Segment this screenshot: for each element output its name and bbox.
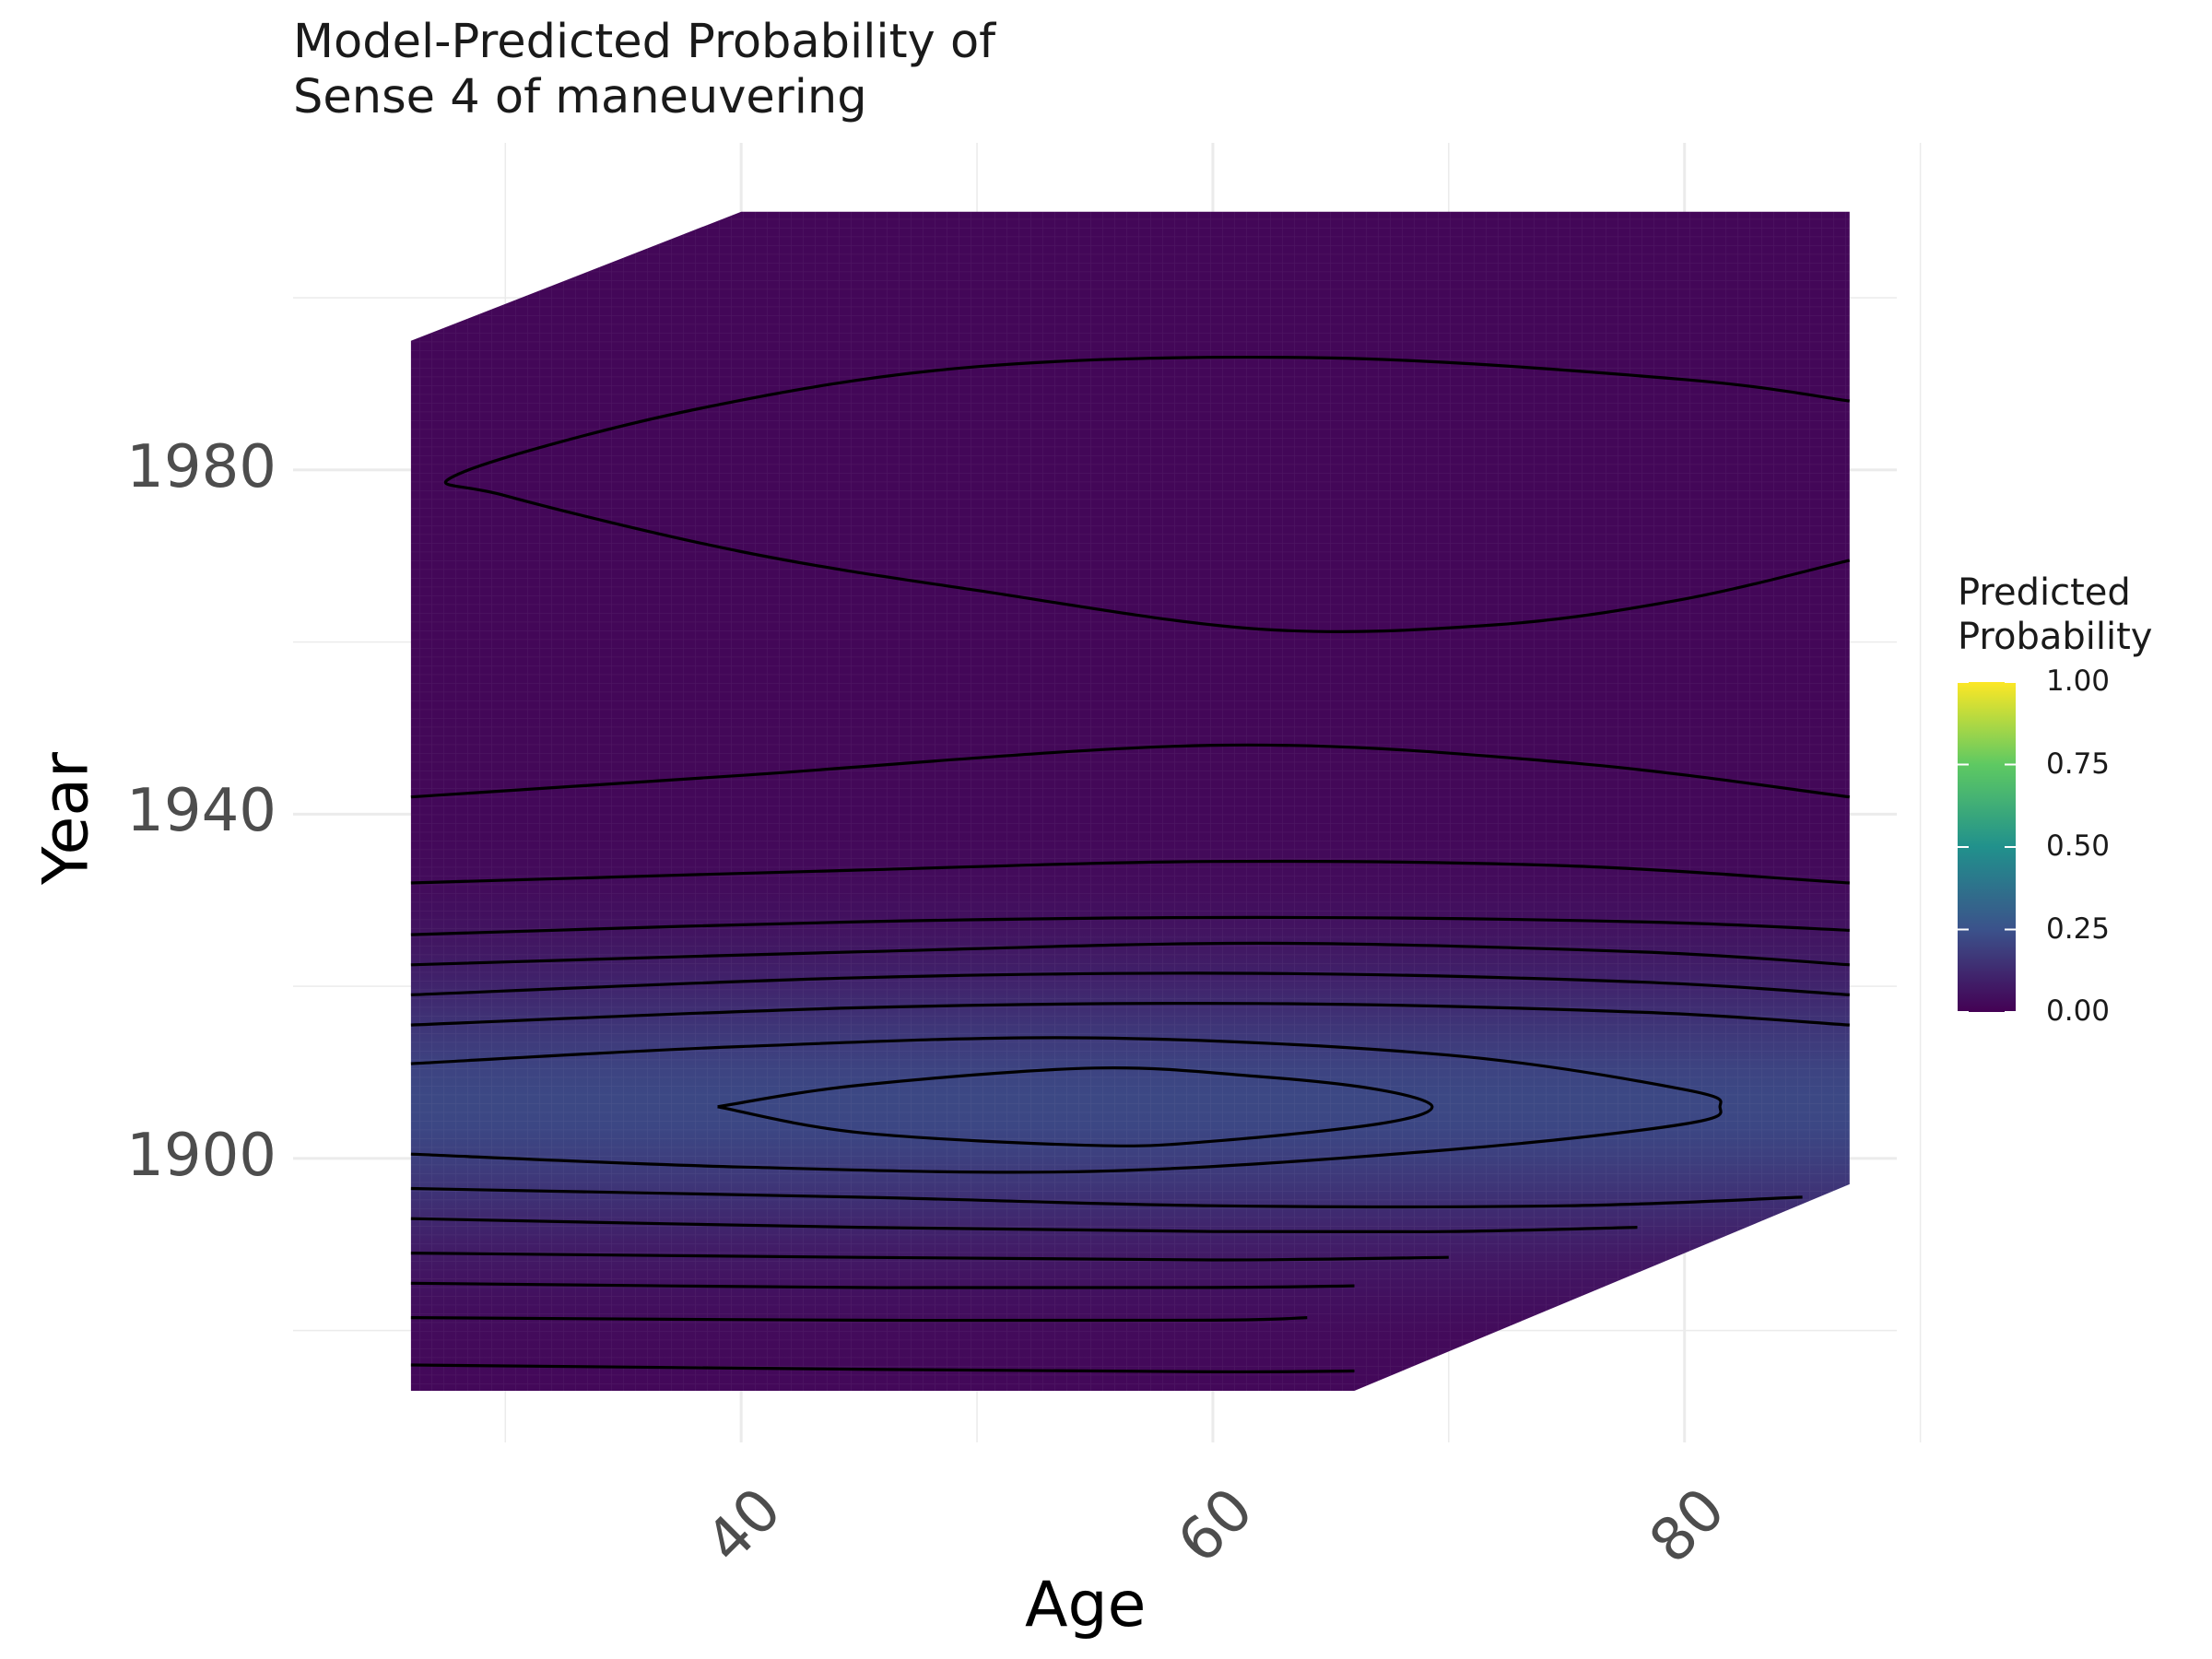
legend-tick-label: 1.00 [2046,665,2111,698]
contour-line [410,1316,1308,1323]
contour-line [717,1066,1434,1147]
y-tick-label: 1940 [126,777,276,846]
contour-line [410,1252,1449,1262]
legend-tick-label: 0.25 [2046,912,2111,946]
contour-line [410,1217,1638,1234]
legend-tick-label: 0.75 [2046,747,2111,781]
legend-colorbar [1958,681,2016,1013]
contour-line [410,743,1850,799]
contour-line [410,1363,1355,1374]
y-tick-label: 1980 [126,432,276,501]
legend-tick-label: 0.00 [2046,994,2111,1028]
x-axis-title: Age [1025,1569,1147,1641]
contour-line [410,1186,1803,1208]
chart-title-line-1: Model-Predicted Probability of [293,15,996,69]
legend-title-line-2: Probability [1958,616,2153,658]
tile-texture [410,211,1850,1392]
y-tick-label: 1900 [126,1121,276,1190]
contour-line [410,1281,1355,1289]
contour-line [410,859,1850,885]
legend-title-line-1: Predicted [1958,571,2131,614]
legend-tick-label: 0.50 [2046,830,2111,863]
contour-line [410,1036,1723,1174]
y-axis-title: Year [29,752,103,885]
chart-title-line-2: Sense 4 of maneuvering [293,70,867,124]
contour-line [443,355,1851,633]
contour-line [410,915,1850,936]
probability-surface [410,211,1850,1392]
contour-line [410,941,1850,967]
contour-lines [410,355,1851,1374]
contour-line [410,971,1850,996]
contour-line [410,1002,1850,1027]
